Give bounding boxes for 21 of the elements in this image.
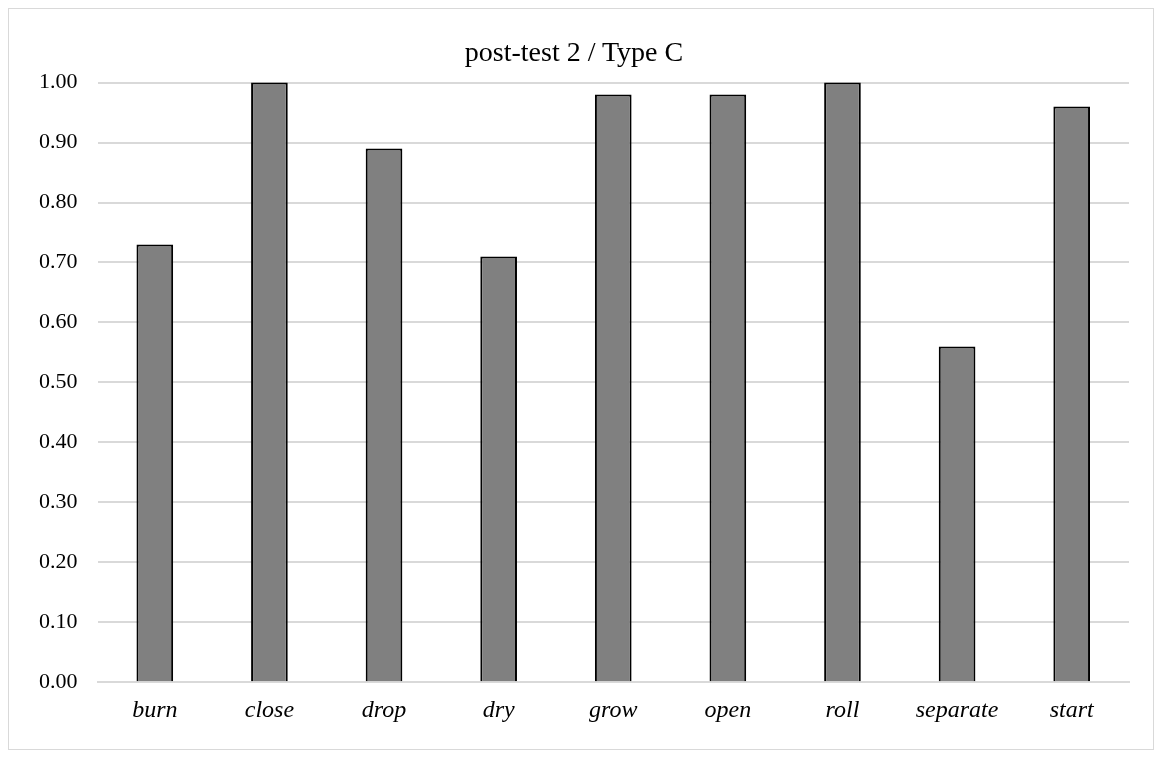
- x-tick-label: start: [1049, 695, 1096, 722]
- y-tick-label: 0.50: [39, 368, 78, 394]
- y-tick-label: 0.00: [39, 667, 78, 693]
- y-tick-label: 0.70: [39, 248, 78, 274]
- y-tick-label: 0.80: [39, 188, 78, 214]
- y-tick-label: 0.10: [39, 608, 78, 634]
- y-tick-label: 0.20: [39, 548, 78, 574]
- x-tick-label: dry: [482, 695, 515, 722]
- y-tick-label: 0.30: [39, 488, 78, 514]
- x-tick-label: close: [244, 695, 295, 722]
- x-tick-label: roll: [825, 695, 860, 722]
- x-tick-label: grow: [589, 695, 638, 722]
- x-tick-label: burn: [132, 695, 178, 722]
- y-tick-label: 0.40: [39, 428, 78, 454]
- x-tick-label: drop: [361, 695, 407, 722]
- y-tick-label: 0.60: [39, 308, 78, 334]
- y-tick-label: 1.00: [39, 68, 78, 94]
- x-tick-label: separate: [915, 695, 999, 722]
- y-tick-label: 0.90: [39, 128, 78, 154]
- x-tick-label: open: [704, 695, 752, 722]
- chart-title: post-test 2 / Type C: [464, 36, 684, 68]
